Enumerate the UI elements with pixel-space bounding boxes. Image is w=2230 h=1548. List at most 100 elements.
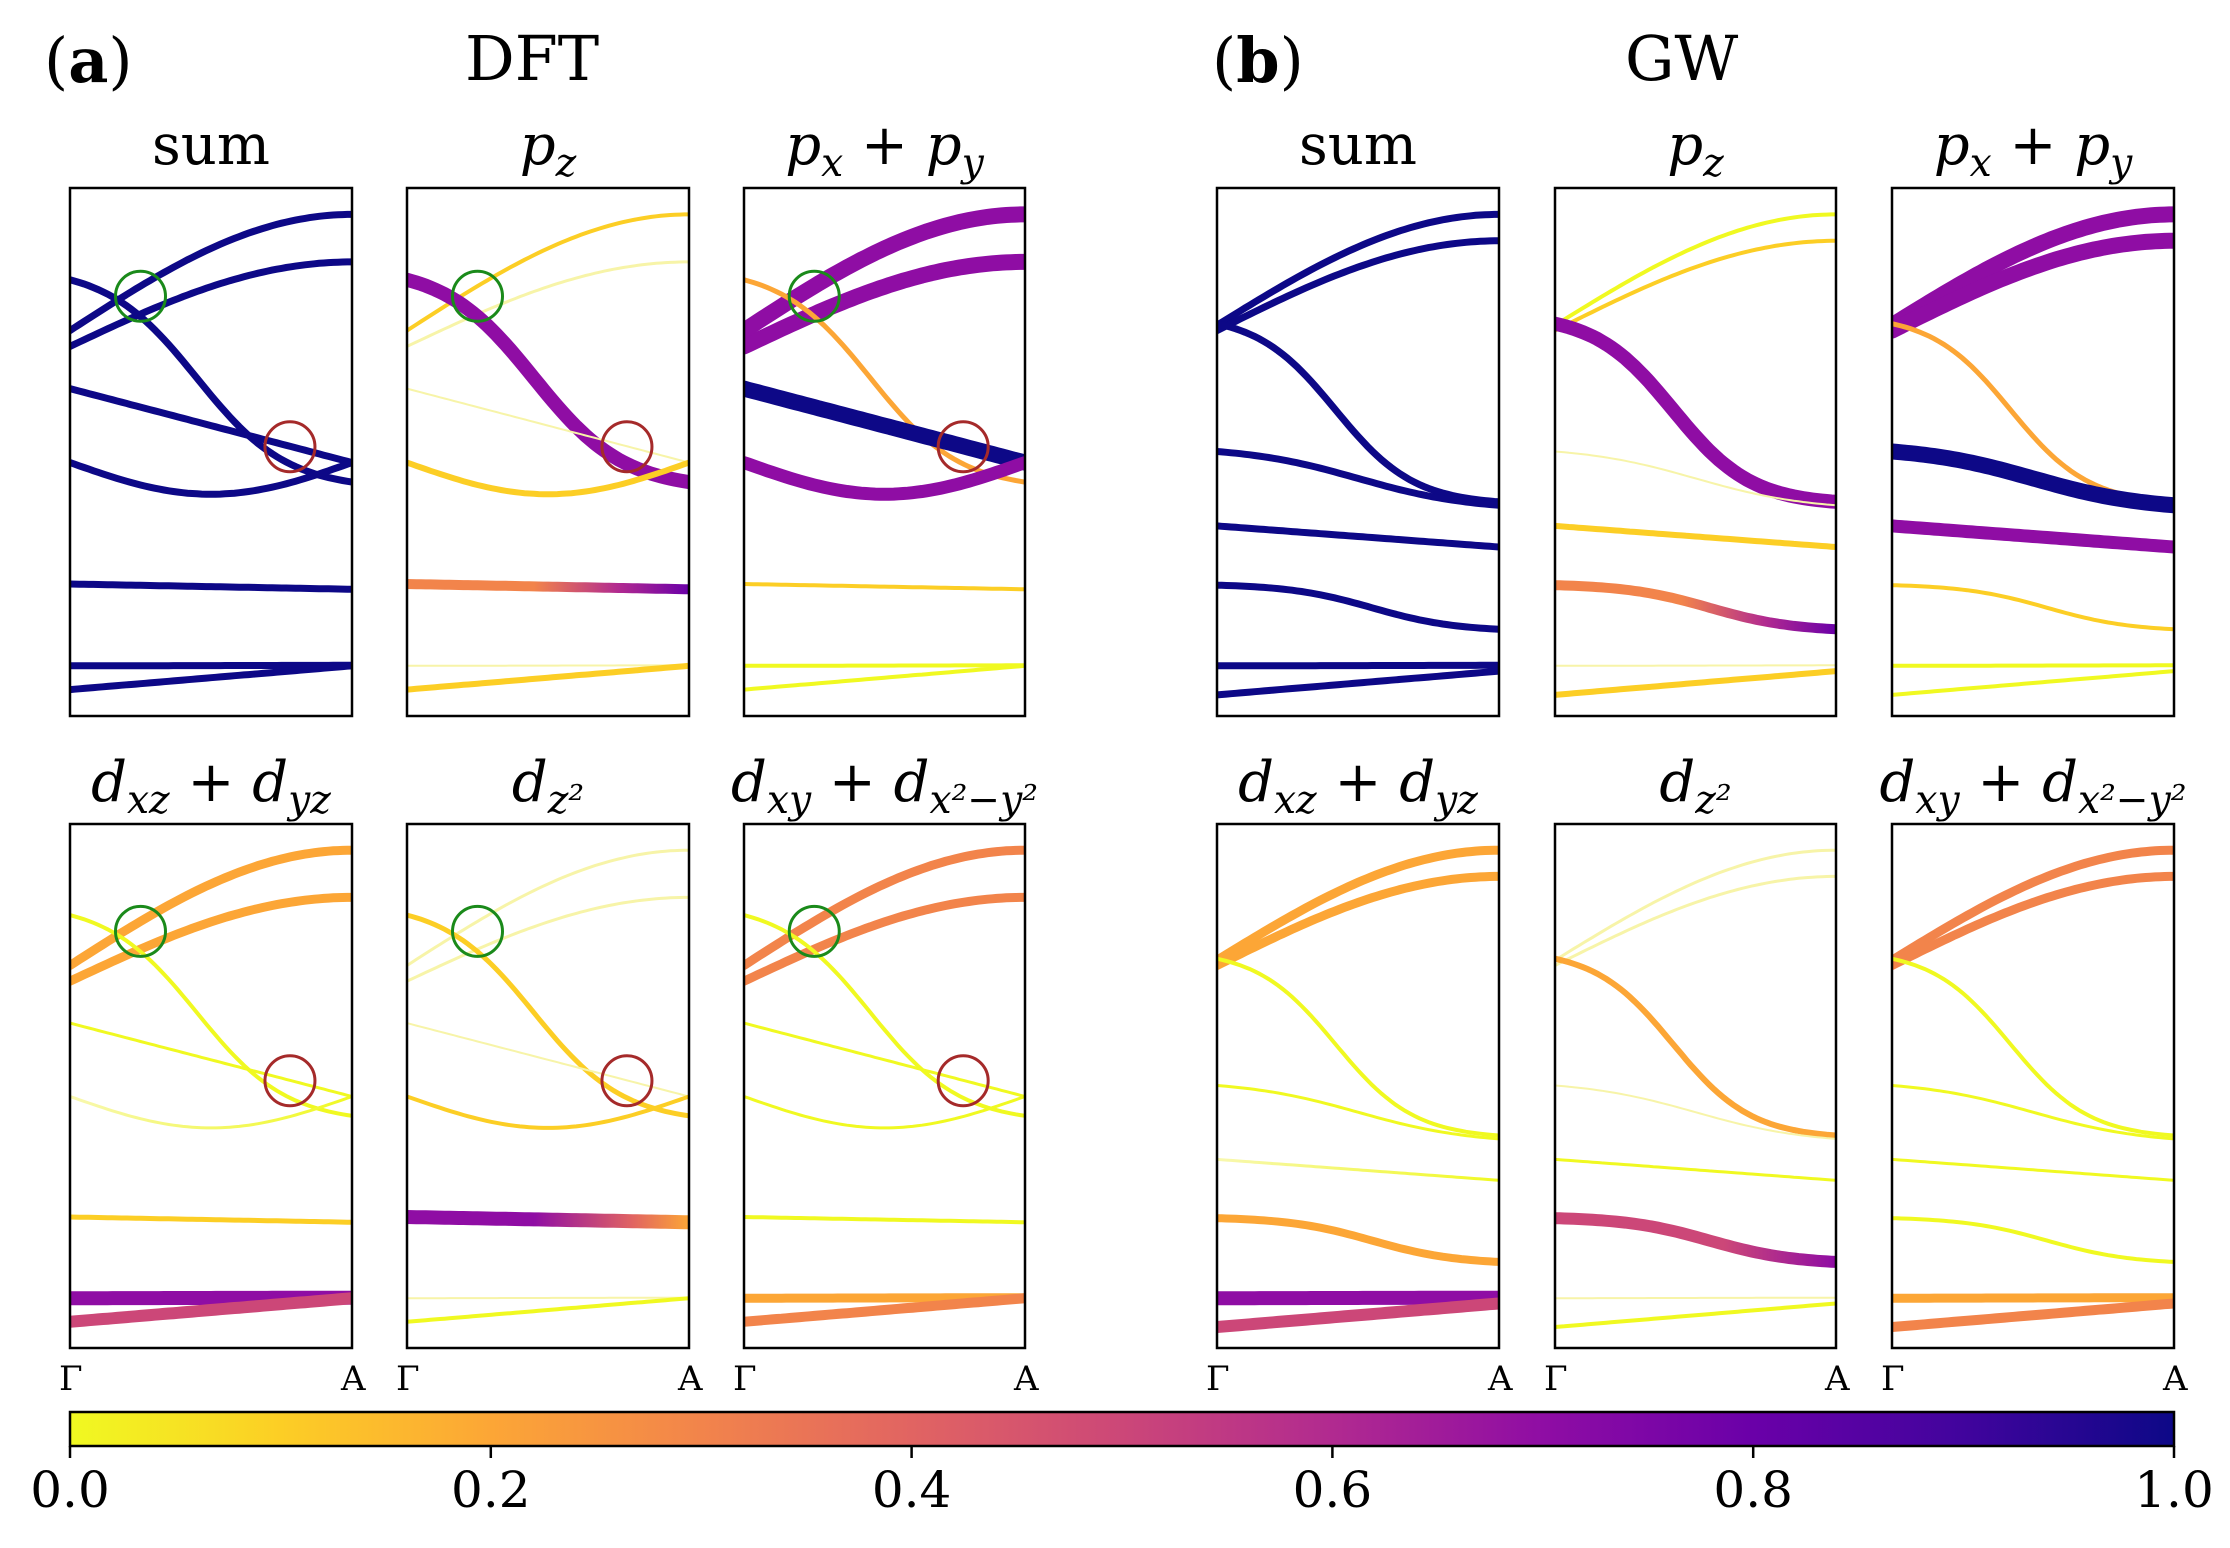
crossing-circle-green <box>787 269 841 323</box>
band-line <box>744 582 1025 592</box>
band-panel-DFT-2 <box>744 206 1025 692</box>
band-line <box>407 1296 689 1324</box>
band-line <box>70 210 352 335</box>
k-label-gamma: Γ <box>1544 1359 1568 1399</box>
band-line <box>1217 448 1499 509</box>
band-line <box>1892 519 2174 554</box>
band-line <box>744 663 1025 692</box>
band-line <box>70 1021 352 1098</box>
band-line <box>1892 1298 2174 1332</box>
band-line <box>1555 1301 1836 1329</box>
crossing-circle-red <box>600 1054 654 1108</box>
band-panel-GW-9 <box>1217 845 1499 1333</box>
band-line <box>744 1021 1025 1098</box>
band-line <box>1892 583 2174 632</box>
band-line <box>744 1215 1025 1225</box>
band-line <box>1555 522 1836 550</box>
band-line <box>70 892 352 986</box>
band-line <box>407 1022 689 1098</box>
band-line <box>1217 320 1499 506</box>
subplot-title: px + py <box>1933 113 2133 187</box>
band-line <box>1892 669 2174 697</box>
panel-frame <box>742 822 1027 1350</box>
band-line <box>1217 210 1499 329</box>
band-line <box>407 895 689 983</box>
band-line <box>407 1210 689 1230</box>
band-line <box>407 1094 689 1130</box>
colorbar-tick-label: 0.6 <box>1292 1461 1373 1519</box>
band-line <box>407 664 689 667</box>
band-line <box>1217 1290 1499 1306</box>
band-line <box>744 206 1025 339</box>
band-line <box>1555 1157 1836 1182</box>
band-line <box>1892 443 2174 514</box>
k-label-gamma: Γ <box>1881 1359 1905 1399</box>
band-line <box>407 1296 689 1300</box>
panel-frame <box>405 186 691 718</box>
subplot-title: sum <box>1299 113 1417 178</box>
band-line <box>1892 232 2174 339</box>
band-line <box>1892 663 2174 668</box>
band-panel-GW-6 <box>1217 210 1499 699</box>
panel-frame <box>1553 186 1838 718</box>
colorbar-tick-label: 1.0 <box>2134 1461 2214 1519</box>
band-line <box>1555 212 1836 328</box>
panel-frame <box>1553 822 1838 1350</box>
band-line <box>407 848 689 967</box>
band-line <box>407 212 689 333</box>
band-line <box>70 661 352 670</box>
band-line <box>1217 845 1499 965</box>
k-label-gamma: Γ <box>59 1359 83 1399</box>
band-line <box>1217 581 1499 633</box>
k-label-a: A <box>1825 1359 1850 1399</box>
colorbar <box>68 1410 2176 1448</box>
crossing-circle-green <box>114 904 167 958</box>
band-line <box>744 663 1025 668</box>
panel-frame <box>68 186 354 718</box>
band-line <box>70 1292 352 1328</box>
band-line <box>1217 522 1499 551</box>
subplot-title: dxy + dx²−y² <box>1879 750 2187 824</box>
k-label-gamma: Γ <box>733 1359 757 1399</box>
band-line <box>70 1095 352 1130</box>
band-line <box>407 459 689 498</box>
panel-b-label: (b) <box>1212 24 1304 97</box>
band-panel-GW-10 <box>1555 848 1836 1329</box>
subplot-title: sum <box>152 113 270 178</box>
dft-title: DFT <box>465 22 600 95</box>
band-line <box>1892 1157 2174 1182</box>
band-line <box>1555 955 1836 1139</box>
band-line <box>1217 956 1499 1138</box>
panel-frame <box>68 822 354 1350</box>
panel-frame <box>1215 186 1501 718</box>
k-label-a: A <box>2163 1359 2188 1399</box>
band-panel-DFT-3 <box>70 845 352 1328</box>
crossing-circle-green <box>787 904 841 958</box>
subplot-title: dz² <box>1659 750 1732 824</box>
band-line <box>744 380 1025 471</box>
crossing-circle-red <box>263 1054 317 1108</box>
band-line <box>407 579 689 595</box>
subplot-title: dxz + dyz <box>91 750 331 824</box>
band-line <box>744 1293 1025 1327</box>
crossing-circle-green <box>451 904 504 958</box>
band-line <box>744 845 1025 970</box>
panel-frame <box>1890 822 2176 1350</box>
band-line <box>1217 1084 1499 1141</box>
band-line <box>744 456 1025 501</box>
band-panel-DFT-0 <box>70 210 352 694</box>
band-line <box>1555 668 1836 698</box>
colorbar-tick-label: 0.0 <box>30 1461 110 1519</box>
k-label-a: A <box>1488 1359 1513 1399</box>
band-line <box>1892 1293 2174 1303</box>
panel-frame <box>405 822 691 1350</box>
band-line <box>1892 206 2174 334</box>
band-line <box>1217 1157 1499 1182</box>
subplot-title: dz² <box>511 750 585 824</box>
panel-frame <box>1890 186 2176 718</box>
band-line <box>70 845 352 970</box>
band-line <box>1892 845 2174 965</box>
band-line <box>1217 871 1499 970</box>
band-panel-GW-11 <box>1892 845 2174 1332</box>
subplot-title: pz <box>1667 113 1724 187</box>
